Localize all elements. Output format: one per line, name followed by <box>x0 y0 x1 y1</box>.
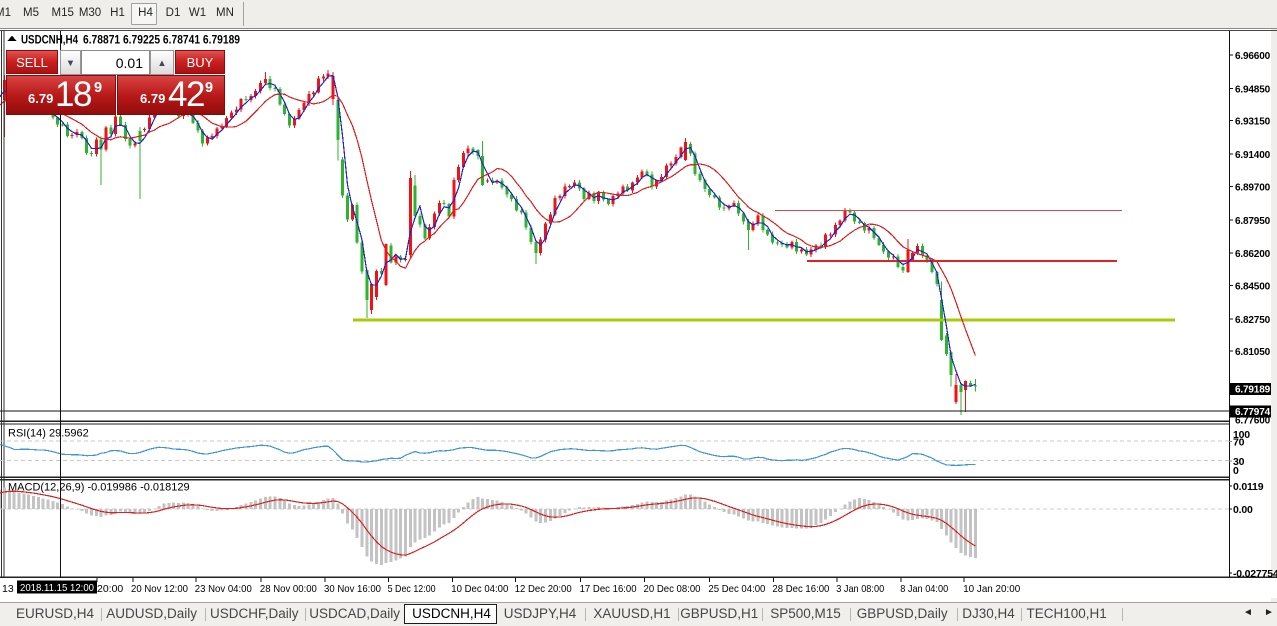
svg-text:6.78871 6.79225 6.78741 6.7918: 6.78871 6.79225 6.78741 6.79189 <box>83 35 240 47</box>
svg-text:25 Dec 04:00: 25 Dec 04:00 <box>708 583 765 595</box>
svg-text:8 Jan 04:00: 8 Jan 04:00 <box>900 583 948 595</box>
svg-text:6.86200: 6.86200 <box>1235 248 1270 260</box>
svg-text:3 Jan 08:00: 3 Jan 08:00 <box>836 583 884 595</box>
svg-text:10 Jan 20:00: 10 Jan 20:00 <box>963 583 1020 595</box>
svg-text:6.87950: 6.87950 <box>1235 215 1270 227</box>
svg-text:6.77600: 6.77600 <box>1235 415 1270 427</box>
svg-text:12 Dec 20:00: 12 Dec 20:00 <box>515 583 572 595</box>
svg-text:28 Nov 00:00: 28 Nov 00:00 <box>260 583 317 595</box>
svg-text:MACD(12,26,9) -0.019986 -0.018: MACD(12,26,9) -0.019986 -0.018129 <box>8 482 190 494</box>
svg-text:70: 70 <box>1233 436 1245 448</box>
svg-text:6.93150: 6.93150 <box>1235 116 1270 128</box>
svg-text:20:00: 20:00 <box>97 583 123 595</box>
svg-text:28 Dec 16:00: 28 Dec 16:00 <box>772 583 829 595</box>
svg-text:6.94850: 6.94850 <box>1235 83 1270 95</box>
svg-text:USDCNH,H4: USDCNH,H4 <box>21 35 79 47</box>
svg-text:6.89700: 6.89700 <box>1235 181 1270 193</box>
svg-text:6.77974: 6.77974 <box>1235 406 1270 418</box>
svg-text:23 Nov 04:00: 23 Nov 04:00 <box>195 583 252 595</box>
svg-text:5 Dec 12:00: 5 Dec 12:00 <box>388 583 436 595</box>
svg-text:-0.027754: -0.027754 <box>1233 568 1277 580</box>
svg-text:6.79189: 6.79189 <box>1235 384 1270 396</box>
svg-text:0.0119: 0.0119 <box>1233 481 1264 493</box>
svg-text:0.00: 0.00 <box>1233 504 1253 516</box>
svg-text:6.81050: 6.81050 <box>1235 346 1270 358</box>
svg-text:6.91400: 6.91400 <box>1235 149 1270 161</box>
svg-text:20 Dec 08:00: 20 Dec 08:00 <box>644 583 701 595</box>
svg-text:100: 100 <box>1233 429 1250 441</box>
svg-text:6.82750: 6.82750 <box>1235 314 1270 326</box>
svg-text:6.84500: 6.84500 <box>1235 281 1270 293</box>
svg-text:6.96600: 6.96600 <box>1235 50 1270 62</box>
svg-text:30: 30 <box>1233 456 1245 468</box>
svg-text:0: 0 <box>1233 465 1239 477</box>
svg-text:2018.11.15 12:00: 2018.11.15 12:00 <box>20 582 94 594</box>
svg-text:RSI(14) 29.5962: RSI(14) 29.5962 <box>8 428 89 440</box>
svg-text:10 Dec 04:00: 10 Dec 04:00 <box>451 583 508 595</box>
svg-text:20 Nov 12:00: 20 Nov 12:00 <box>131 583 188 595</box>
svg-text:30 Nov 16:00: 30 Nov 16:00 <box>324 583 381 595</box>
svg-text:17 Dec 16:00: 17 Dec 16:00 <box>580 583 637 595</box>
